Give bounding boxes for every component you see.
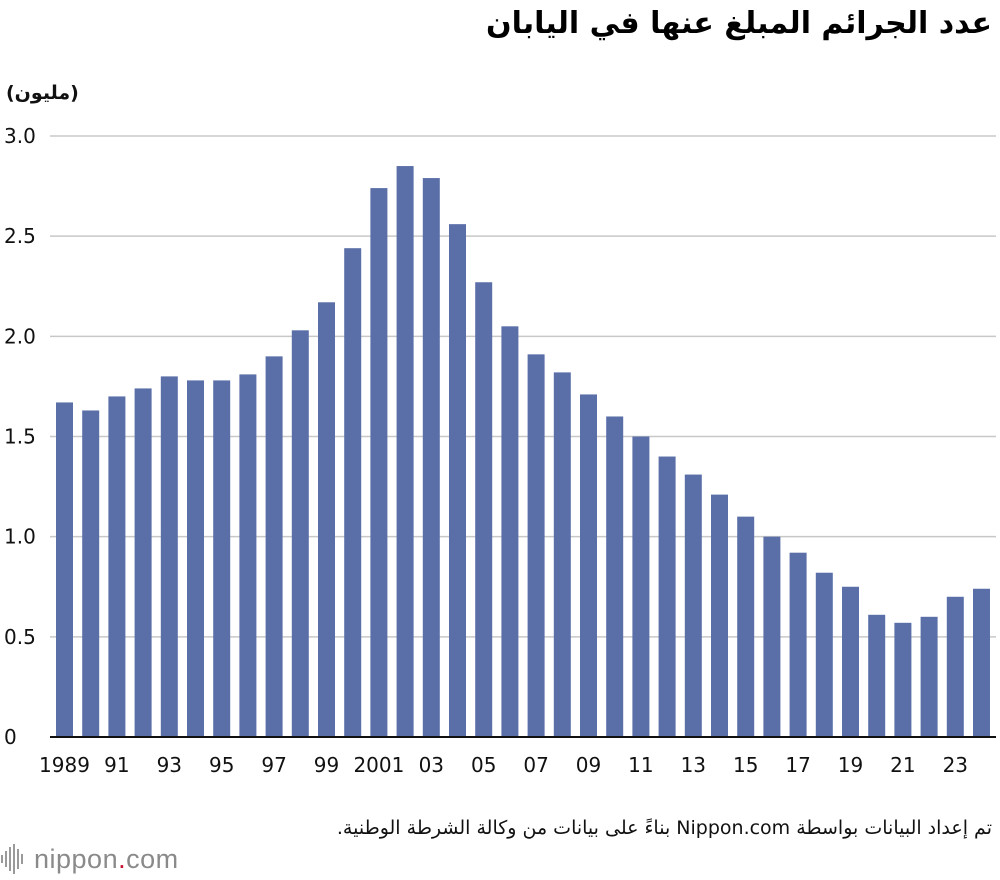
x-tick-label: 09 [576,753,601,777]
logo-suffix: com [126,843,179,874]
y-tick-label: 0.5 [4,625,36,649]
x-tick-label: 03 [419,753,444,777]
bar [239,374,257,737]
logo-name: nippon [34,843,119,874]
x-tick-label: 93 [157,753,182,777]
bar [606,416,624,737]
bar [82,410,100,737]
bar [370,188,388,738]
x-tick-label: 1989 [39,753,90,777]
bar [187,380,204,737]
bar [265,356,283,737]
nippon-logo: nippon.com [0,842,179,876]
bar [737,516,755,737]
bar [658,456,676,737]
bar [422,178,440,737]
source-note: تم إعداد البيانات بواسطة Nippon.com بناء… [336,817,992,839]
bar [318,302,335,737]
bar [763,536,781,737]
y-tick-labels: 0 0.5 1.0 1.5 2.0 2.5 3.0 [4,124,36,749]
bar [108,396,126,737]
chart-title: عدد الجرائم المبلغ عنها في اليابان [486,6,992,41]
bar [213,380,231,737]
y-tick-label: 3.0 [4,124,36,148]
bar [789,552,807,737]
logo-dot: . [118,843,127,874]
x-tick-label: 21 [890,753,915,777]
bar [134,388,152,737]
bar [580,394,597,737]
bar [684,474,702,737]
bar [868,614,886,737]
x-tick-label: 2001 [353,753,404,777]
grid-lines [50,135,996,638]
bar [291,330,309,737]
bar [396,166,414,738]
bar [56,402,73,737]
bar [973,588,990,737]
bar [842,586,859,737]
y-axis-unit-label: (مليون) [6,82,79,104]
logo-wordmark: nippon.com [34,844,179,875]
bar-chart: 0 0.5 1.0 1.5 2.0 2.5 3.0 1989 91 93 95 97 99 2001 03… [4,124,996,777]
bar [946,596,964,737]
bar [344,248,362,737]
nippon-sound-wave-icon [1,844,23,874]
x-tick-label: 07 [523,753,548,777]
bar [160,376,178,737]
x-tick-label: 23 [943,753,968,777]
bar [449,224,466,737]
bar [553,372,571,737]
x-tick-label: 17 [785,753,810,777]
bar [527,354,545,737]
x-tick-label: 13 [681,753,706,777]
x-tick-label: 95 [209,753,234,777]
x-tick-label: 19 [838,753,863,777]
y-tick-label: 2.0 [4,324,36,348]
bar [475,282,493,737]
x-tick-label: 15 [733,753,758,777]
bar [920,616,938,737]
bar [894,622,912,737]
x-tick-label: 11 [628,753,653,777]
bar [501,326,519,737]
bars [56,166,990,738]
x-tick-label: 05 [471,753,496,777]
x-tick-label: 97 [261,753,286,777]
x-tick-labels: 1989 91 93 95 97 99 2001 03 05 07 09 11 13 15 17 19 21 23 [39,753,968,777]
y-tick-label: 2.5 [4,224,36,248]
bar [632,436,650,737]
x-tick-label: 91 [104,753,129,777]
y-tick-label: 0 [4,725,17,749]
y-tick-label: 1.5 [4,425,36,449]
bar [815,572,833,737]
x-tick-label: 99 [314,753,339,777]
bar [711,494,728,737]
y-tick-label: 1.0 [4,525,36,549]
